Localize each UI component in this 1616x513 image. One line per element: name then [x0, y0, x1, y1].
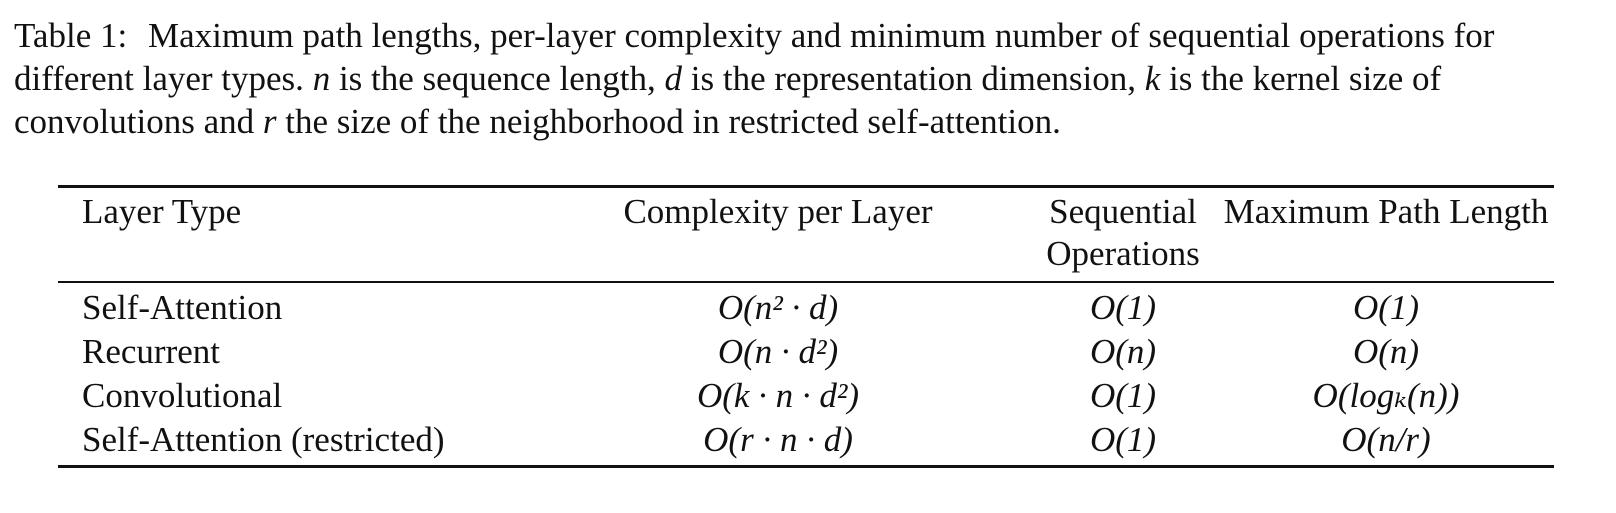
cell-sequential: O(1): [1089, 419, 1157, 459]
cell-path-length: O(n/r): [1341, 419, 1431, 459]
complexity-table: Layer Type Complexity per Layer Sequenti…: [58, 185, 1554, 468]
header-sequential-line-1: Sequential: [1049, 192, 1197, 231]
cell-path-length: O(1): [1352, 287, 1420, 327]
cell-complexity: O(n · d²): [717, 331, 839, 371]
caption-variable-k: k: [1144, 59, 1161, 98]
cell-layer-type: Self-Attention (restricted): [82, 419, 445, 459]
table-row: Self-Attention (restricted) O(r · n · d)…: [58, 418, 1554, 465]
layer-comparison-body: Self-Attention O(n² · d) O(1) O(1) Recur…: [58, 283, 1554, 465]
cell-complexity: O(k · n · d²): [696, 375, 860, 415]
table-row: Recurrent O(n · d²) O(n) O(n): [58, 330, 1554, 374]
cell-complexity: O(n² · d): [717, 287, 839, 327]
header-path-length: Maximum Path Length: [1223, 192, 1549, 231]
cell-sequential: O(1): [1089, 287, 1157, 327]
header-complexity: Complexity per Layer: [623, 192, 933, 231]
cell-layer-type: Convolutional: [82, 375, 283, 415]
layer-comparison-table: Layer Type Complexity per Layer Sequenti…: [58, 188, 1554, 281]
table-number: Table 1:: [14, 16, 128, 55]
caption-variable-r: r: [262, 102, 277, 141]
caption-variable-n: n: [312, 59, 331, 98]
cell-path-length: O(n): [1352, 331, 1420, 371]
table-row: Self-Attention O(n² · d) O(1) O(1): [58, 283, 1554, 330]
cell-layer-type: Recurrent: [82, 331, 220, 371]
caption-text-k-desc: is the kernel size of convolutions and: [14, 59, 1442, 141]
cell-sequential: O(1): [1089, 375, 1157, 415]
table-top-rule: [58, 185, 1554, 188]
table-header: Layer Type Complexity per Layer Sequenti…: [58, 188, 1554, 281]
caption-variable-d: d: [664, 59, 683, 98]
caption-text-n-desc: is the sequence length,: [338, 59, 656, 98]
table-caption: Table 1: Maximum path lengths, per-layer…: [14, 14, 1604, 143]
table-header-rule: [58, 281, 1554, 283]
header-layer-type: Layer Type: [82, 192, 242, 231]
table-row: Convolutional O(k · n · d²) O(1) O(logₖ(…: [58, 374, 1554, 418]
header-row: Layer Type Complexity per Layer Sequenti…: [58, 188, 1554, 281]
cell-sequential: O(n): [1089, 331, 1157, 371]
cell-layer-type: Self-Attention: [82, 287, 283, 327]
caption-text-d-desc: is the representation dimension,: [690, 59, 1136, 98]
cell-complexity: O(r · n · d): [703, 419, 853, 459]
table-bottom-rule: [58, 464, 1554, 468]
header-sequential-line-2: Operations: [1046, 234, 1200, 273]
header-sequential-operations: Sequential Operations: [1028, 188, 1218, 281]
caption-text-intro: Maximum path lengths, per-layer complexi…: [14, 16, 1495, 98]
table-body: Self-Attention O(n² · d) O(1) O(1) Recur…: [58, 283, 1554, 465]
caption-text-r-desc: the size of the neighborhood in restrict…: [285, 102, 1061, 141]
cell-path-length: O(logₖ(n)): [1312, 375, 1460, 415]
